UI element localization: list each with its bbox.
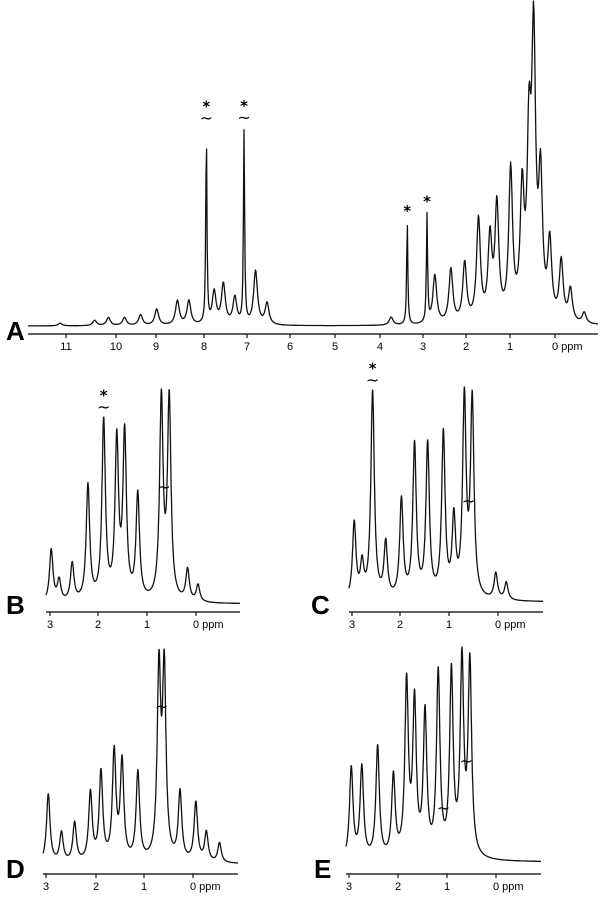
panel-label: C	[311, 590, 330, 620]
spectrum-trace	[27, 0, 599, 327]
x-tick-label: 3	[47, 619, 53, 631]
panel-e-spectrum: ~ ~3 2 1 0 ppm E	[314, 646, 542, 893]
truncation-mark: ~	[437, 798, 450, 817]
x-tick-label: 8	[201, 341, 207, 353]
x-tick-label: 3	[349, 619, 355, 631]
x-tick-label: 10	[110, 341, 122, 353]
truncation-mark: ~	[462, 492, 475, 511]
truncation-mark: ~	[200, 109, 213, 128]
x-tick-label: 0 ppm	[190, 881, 221, 893]
spectrum-trace	[45, 388, 241, 605]
x-tick-label: 6	[287, 341, 293, 353]
truncation-mark: ~	[97, 398, 110, 417]
solvent-peak-asterisk: *	[369, 360, 377, 378]
truncation-mark: ~	[459, 751, 472, 770]
x-tick-label: 1	[144, 619, 150, 631]
x-tick-label: 0 ppm	[193, 619, 224, 631]
truncation-mark: ~	[155, 697, 168, 716]
truncation-mark: ~	[157, 478, 170, 497]
x-tick-label: 1	[444, 881, 450, 893]
solvent-peak-asterisk: *	[100, 387, 108, 405]
spectrum-trace	[345, 646, 542, 862]
x-tick-label: 2	[395, 881, 401, 893]
panel-label: E	[314, 854, 331, 884]
truncation-mark: ~	[237, 108, 250, 127]
x-tick-label: 2	[95, 619, 101, 631]
x-tick-label: 1	[141, 881, 147, 893]
panel-label: D	[6, 854, 25, 884]
solvent-peak-asterisk: *	[403, 202, 411, 220]
x-tick-label: 11	[60, 341, 71, 353]
x-tick-label: 1	[507, 341, 513, 353]
x-tick-label: 9	[153, 341, 159, 353]
panel-label: A	[6, 316, 25, 346]
x-tick-label: 3	[346, 881, 352, 893]
spectrum-trace	[42, 648, 239, 864]
x-tick-label: 7	[244, 341, 250, 353]
solvent-peak-asterisk: *	[240, 97, 248, 115]
x-tick-label: 2	[93, 881, 99, 893]
solvent-peak-asterisk: *	[423, 192, 431, 210]
panel-label: B	[6, 590, 25, 620]
x-tick-label: 1	[446, 619, 452, 631]
x-tick-label: 4	[377, 341, 383, 353]
x-tick-label: 2	[463, 341, 469, 353]
x-tick-label: 3	[43, 881, 49, 893]
x-tick-label: 2	[397, 619, 403, 631]
x-tick-label: 3	[420, 341, 426, 353]
x-tick-label: 0 ppm	[552, 341, 583, 353]
spectrum-trace	[348, 386, 544, 602]
x-tick-label: 5	[332, 341, 338, 353]
truncation-mark: ~	[366, 371, 379, 390]
panel-d-spectrum: ~3 2 1 0 ppm D	[6, 648, 239, 893]
x-tick-label: 0 ppm	[493, 881, 524, 893]
solvent-peak-asterisk: *	[202, 98, 210, 116]
x-tick-label: 0 ppm	[495, 619, 526, 631]
